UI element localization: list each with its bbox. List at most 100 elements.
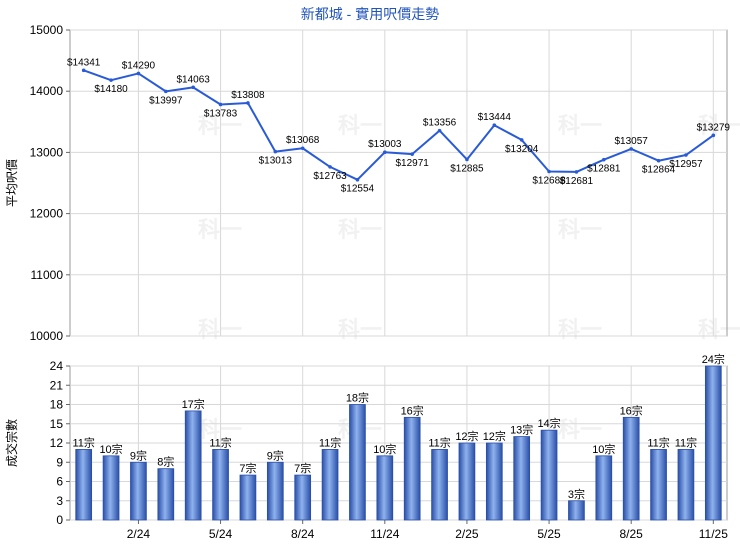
watermark: 科一: [698, 113, 740, 138]
volume-tick-label: 3: [56, 494, 63, 508]
volume-data-label: 13宗: [510, 423, 533, 437]
volume-data-label: 10宗: [373, 442, 396, 456]
price-point: [547, 169, 551, 174]
price-data-label: $12688: [532, 175, 566, 186]
volume-data-label: 14宗: [537, 416, 560, 430]
volume-data-label: 16宗: [620, 403, 643, 417]
volume-bar: [102, 455, 120, 521]
volume-data-label: 11宗: [647, 435, 669, 449]
volume-chart: 0 3 6 9 12 15 18 21 24 2/24 5/24 8/24 11/24 2/25 5/25 8…: [4, 352, 728, 541]
volume-tick-label: 0: [56, 513, 63, 527]
x-tick-label: 5/24: [209, 527, 233, 541]
price-tick-label: 10000: [30, 329, 64, 343]
volume-bar: [403, 416, 421, 521]
x-tick-label: 2/24: [127, 527, 151, 541]
price-data-label: $12864: [642, 165, 676, 176]
price-data-label: $13279: [697, 122, 731, 133]
volume-data-label: 10宗: [592, 442, 615, 456]
watermark: 科一: [558, 217, 602, 242]
volume-data-label: 9宗: [267, 448, 284, 462]
volume-data-label: 7宗: [239, 461, 256, 475]
volume-data-label: 18宗: [346, 391, 369, 405]
volume-data-label: 12宗: [455, 429, 478, 443]
x-tick-label: 5/25: [537, 527, 561, 541]
price-data-label: $12554: [341, 184, 375, 195]
volume-tick-label: 6: [56, 475, 63, 489]
x-tick-label: 8/24: [291, 527, 315, 541]
volume-bar: [239, 474, 257, 521]
volume-data-label: 10宗: [99, 442, 122, 456]
price-point: [629, 147, 633, 151]
watermark: 科一: [338, 317, 382, 342]
price-data-label: $12763: [313, 171, 347, 182]
watermark: 科一: [198, 417, 242, 442]
price-series-line: [83, 69, 714, 181]
volume-bar: [130, 461, 147, 521]
chart-title: 新都城 - 實用呎價走勢: [301, 6, 439, 22]
price-data-label: $14063: [177, 74, 211, 85]
volume-bar: [266, 461, 284, 521]
price-plot-frame: [69, 29, 728, 337]
x-tick-label: 8/25: [620, 527, 644, 541]
volume-data-label: 11宗: [428, 435, 450, 449]
price-point: [656, 158, 661, 163]
price-point: [383, 150, 387, 155]
price-tick-label: 13000: [30, 145, 64, 159]
watermark: 科一: [558, 317, 602, 342]
price-point: [218, 102, 223, 107]
watermark: 科一: [558, 417, 602, 442]
volume-bar: [349, 404, 366, 521]
volume-tick-label: 18: [50, 398, 64, 412]
price-point: [519, 138, 524, 142]
volume-data-label: 24宗: [702, 352, 725, 366]
volume-bar: [157, 468, 175, 521]
volume-tick-label: 9: [56, 455, 63, 469]
price-data-label: $13013: [259, 156, 293, 167]
price-tick-label: 15000: [30, 23, 64, 37]
volume-data-label: 16宗: [401, 403, 424, 417]
watermark: 科一: [338, 113, 382, 138]
price-point: [191, 85, 195, 90]
volume-bar: [540, 429, 558, 521]
price-data-label: $12881: [587, 164, 621, 175]
volume-bar: [212, 449, 229, 521]
volume-bar: [376, 455, 394, 521]
price-point: [300, 146, 305, 151]
price-data-label: $13204: [505, 144, 539, 155]
watermark: 科一: [198, 217, 242, 242]
volume-bar: [458, 442, 476, 521]
price-data-label: $13783: [204, 108, 238, 119]
price-chart: 科一科一科一科一科一科一科一科一科一科一科一科一科一科一100001100012…: [5, 23, 740, 442]
price-data-label: $12957: [669, 159, 703, 170]
x-tick-label: 2/25: [455, 527, 479, 541]
volume-bar: [677, 449, 695, 521]
volume-data-label: 9宗: [130, 448, 147, 462]
watermark: 科一: [338, 217, 382, 242]
price-data-label: $13057: [615, 136, 649, 147]
volume-tick-label: 15: [50, 417, 64, 431]
x-tick-label: 11/25: [699, 527, 728, 541]
volume-data-label: 11宗: [675, 435, 697, 449]
volume-bar: [704, 365, 722, 521]
price-data-label: $12885: [450, 163, 484, 174]
price-point: [273, 149, 278, 154]
price-data-label: $13068: [286, 135, 320, 146]
volume-data-label: 17宗: [182, 397, 205, 411]
watermark: 科一: [698, 317, 740, 342]
price-data-label: $12681: [560, 176, 594, 187]
volume-data-label: 3宗: [568, 487, 585, 501]
price-data-label: $13444: [478, 112, 512, 123]
price-data-label: $14180: [94, 84, 128, 95]
price-point: [602, 157, 606, 162]
price-data-label: $14341: [67, 57, 101, 68]
price-point: [574, 170, 579, 174]
price-point: [465, 157, 469, 162]
price-data-label: $12971: [396, 158, 430, 169]
volume-bar: [431, 449, 448, 521]
volume-data-label: 11宗: [72, 435, 94, 449]
price-data-label: $13997: [149, 95, 183, 106]
x-tick-label: 11/24: [370, 527, 399, 541]
volume-data-label: 12宗: [483, 429, 506, 443]
volume-bar: [622, 416, 640, 521]
